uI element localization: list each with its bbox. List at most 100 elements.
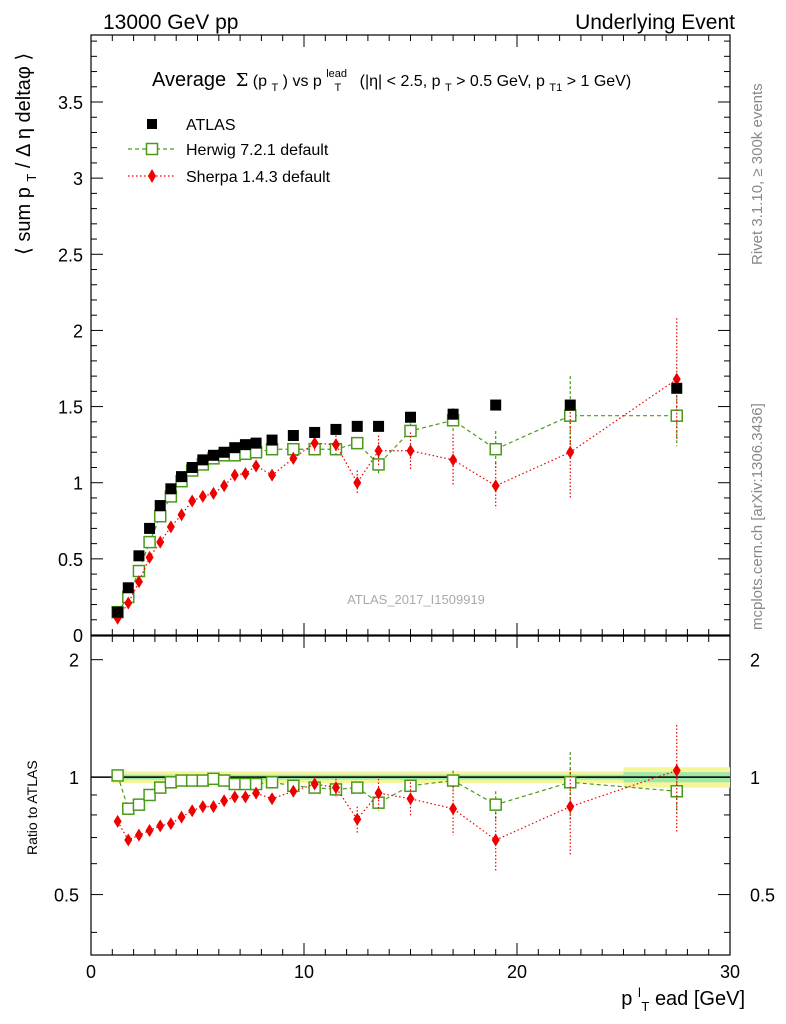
ratio-point xyxy=(374,786,383,800)
ratio-point xyxy=(289,784,298,798)
main-point xyxy=(145,550,154,564)
ratio-panel: 0 10 20 30 0.5 0.5 1 1 2 2 Ratio to ATLAS p l T e… xyxy=(24,635,775,1016)
main-point xyxy=(351,436,364,450)
main-point xyxy=(309,426,321,438)
main-point xyxy=(241,467,250,481)
ratio-point xyxy=(446,774,460,787)
ratio-y-tick-label-right: 2 xyxy=(750,651,760,671)
ratio-point xyxy=(491,833,500,847)
ratio-point xyxy=(209,800,218,814)
main-point xyxy=(252,459,261,473)
main-point xyxy=(404,424,417,438)
main-point xyxy=(373,420,385,432)
ratio-point xyxy=(252,786,261,800)
ratio-series-square-open xyxy=(111,751,683,820)
legend-entry-sherpa: Sherpa 1.4.3 default xyxy=(128,169,331,186)
main-axes: 0 0.5 1 1.5 2 2.5 3 3.5 xyxy=(58,35,731,646)
ratio-series-diamond-filled xyxy=(113,725,681,873)
ratio-point xyxy=(124,833,133,847)
ratio-x-tick-label: 10 xyxy=(294,962,314,982)
main-panel: 0 0.5 1 1.5 2 2.5 3 3.5 ATLAS_2017_I1509919 Ave… xyxy=(13,34,731,646)
ratio-point xyxy=(353,812,362,826)
main-point xyxy=(289,451,298,465)
main-y-tick-label: 2.5 xyxy=(58,245,83,265)
legend-atlas-marker xyxy=(147,119,157,129)
rivet-label: Rivet 3.1.10, ≥ 300k events xyxy=(749,83,766,265)
main-series-square-open xyxy=(111,376,683,619)
legend-herwig-marker xyxy=(145,142,159,156)
ratio-point xyxy=(175,774,188,787)
ratio-point xyxy=(449,802,458,816)
main-watermark: ATLAS_2017_I1509919 xyxy=(347,592,485,607)
ratio-point xyxy=(196,774,210,787)
main-y-tick-label: 2 xyxy=(73,321,83,341)
main-point xyxy=(330,423,342,435)
ratio-point xyxy=(111,769,124,782)
main-point xyxy=(132,564,146,578)
main-point xyxy=(124,596,133,610)
main-y-tick-label: 1 xyxy=(73,474,83,494)
main-point xyxy=(133,550,145,562)
main-point xyxy=(351,420,363,432)
main-point xyxy=(331,438,340,452)
legend-atlas-label: ATLAS xyxy=(186,117,236,134)
ratio-point xyxy=(166,817,175,831)
main-point xyxy=(218,446,230,458)
main-point xyxy=(353,476,362,490)
main-point xyxy=(670,409,683,422)
legend-entry-herwig: Herwig 7.2.1 default xyxy=(128,142,329,159)
ratio-point xyxy=(134,828,143,842)
ratio-ylabel: Ratio to ATLAS xyxy=(24,760,40,855)
main-point xyxy=(672,372,681,386)
legend-sherpa-marker xyxy=(148,169,156,183)
main-point xyxy=(177,508,186,522)
main-point xyxy=(374,444,383,458)
ratio-point xyxy=(310,777,319,791)
main-point xyxy=(449,453,458,467)
ratio-y-tick-label-right: 0.5 xyxy=(750,886,775,906)
ratio-point xyxy=(188,804,197,818)
main-point xyxy=(491,479,500,493)
main-series-diamond-filled xyxy=(113,318,681,625)
ratio-point xyxy=(220,794,229,808)
ratio-point xyxy=(132,798,146,811)
ratio-y-tick-label: 2 xyxy=(69,651,79,671)
main-point xyxy=(122,582,134,594)
main-point xyxy=(268,468,277,482)
main-series xyxy=(111,318,683,625)
main-y-tick-label: 3 xyxy=(73,169,83,189)
ratio-xlabel: p l T ead [GeV] xyxy=(621,980,745,1016)
ratio-series xyxy=(111,725,683,873)
ratio-point xyxy=(406,792,415,806)
ratio-point xyxy=(207,772,220,786)
main-point xyxy=(209,486,218,500)
ratio-point xyxy=(564,776,577,789)
ratio-point xyxy=(239,777,252,791)
legend-sherpa-label: Sherpa 1.4.3 default xyxy=(186,169,331,186)
main-point xyxy=(165,483,177,495)
main-point xyxy=(197,454,209,466)
main-point xyxy=(186,461,198,473)
ratio-point xyxy=(217,774,231,787)
main-series-square-filled xyxy=(112,382,683,618)
ratio-point xyxy=(198,800,207,814)
ratio-y-tick-label: 0.5 xyxy=(54,886,79,906)
main-point xyxy=(564,399,576,411)
main-point xyxy=(143,535,156,549)
main-point xyxy=(239,439,251,451)
ratio-point xyxy=(230,790,239,804)
main-point xyxy=(112,606,124,618)
ratio-x-tick-label: 30 xyxy=(720,962,740,982)
ratio-x-tick-label: 20 xyxy=(507,962,527,982)
main-point xyxy=(489,442,502,456)
mcplots-label: mcplots.cern.ch [arXiv:1306.3436] xyxy=(749,403,766,630)
ratio-point xyxy=(153,781,167,794)
ratio-axes: 0 10 20 30 0.5 0.5 1 1 2 2 xyxy=(54,636,775,982)
ratio-point xyxy=(331,781,340,795)
main-point xyxy=(266,434,278,446)
ratio-point xyxy=(228,777,242,791)
ratio-point xyxy=(177,810,186,824)
main-point xyxy=(250,437,262,449)
ratio-y-tick-label: 1 xyxy=(69,768,79,788)
